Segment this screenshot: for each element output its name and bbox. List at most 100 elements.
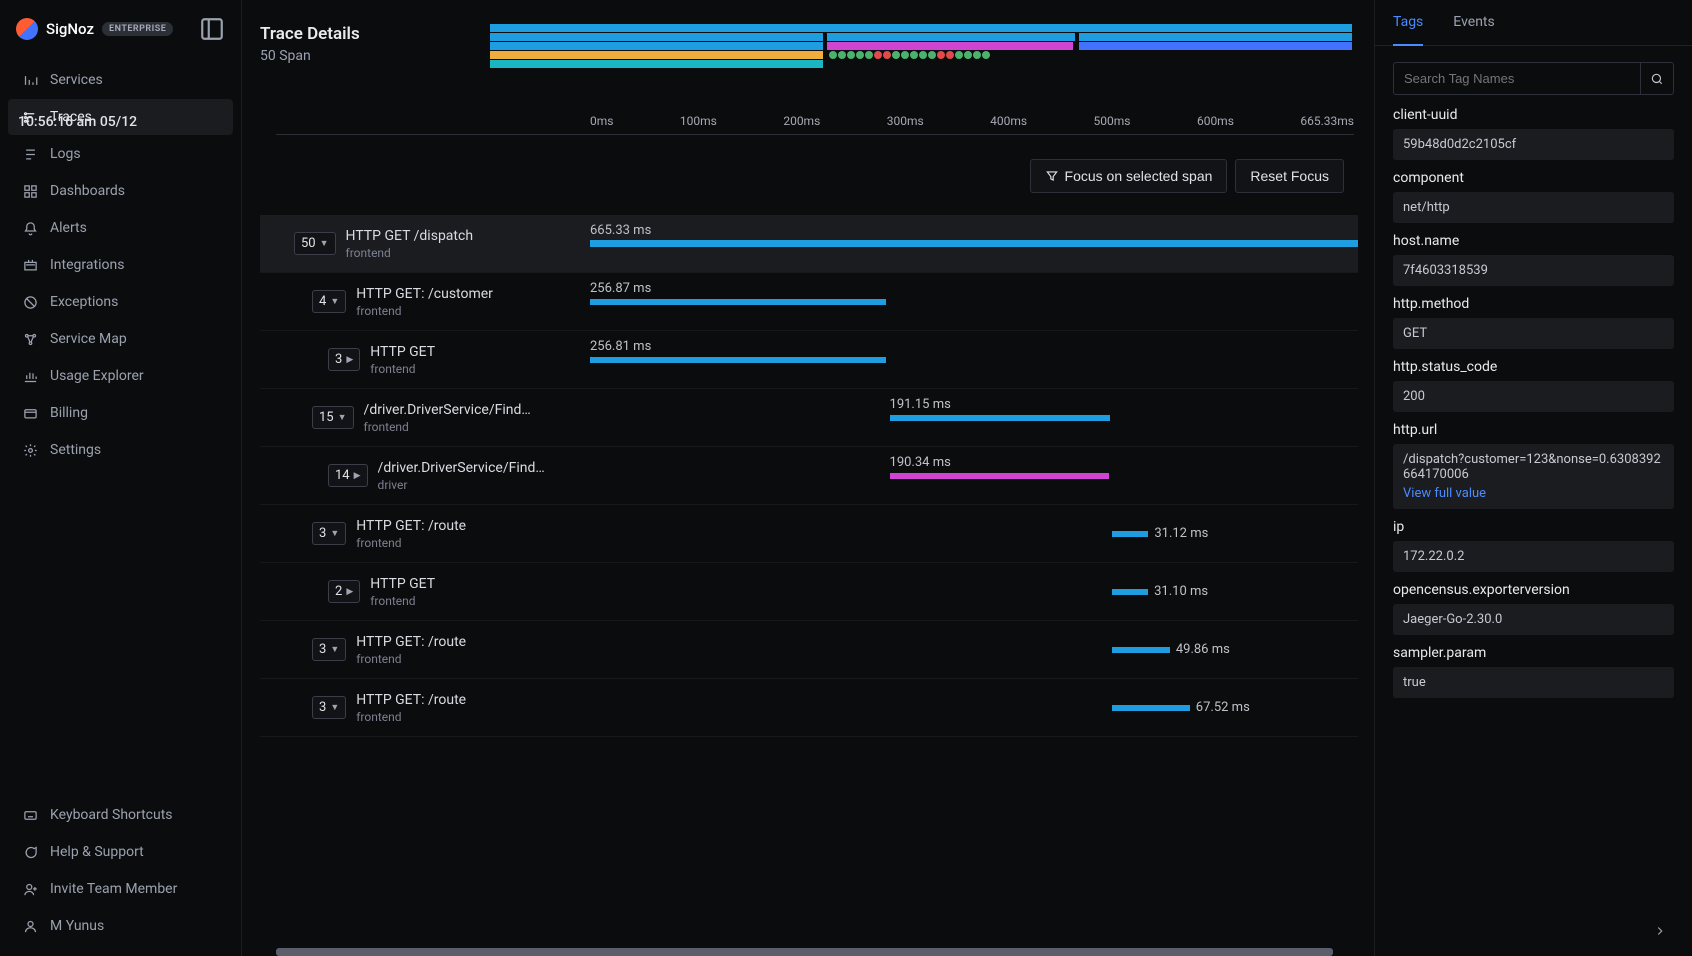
tag-value: true [1393,667,1674,698]
axis-tick: 100ms [680,114,717,128]
reset-focus-button[interactable]: Reset Focus [1235,159,1344,193]
span-row[interactable]: 50▼ HTTP GET /dispatchfrontend 665.33 ms [260,215,1358,273]
scrollbar-thumb[interactable] [276,948,1333,956]
trace-actions: Focus on selected span Reset Focus [260,159,1344,193]
user-icon [22,918,38,934]
child-count: 50 [301,236,316,251]
tag-value: Jaeger-Go-2.30.0 [1393,604,1674,635]
horizontal-scrollbar[interactable] [276,948,1344,956]
tag-key: http.method [1393,296,1674,312]
alerts-icon [22,220,38,236]
sidebar-item-help-support[interactable]: Help & Support [8,834,233,870]
sidebar-item-service-map[interactable]: Service Map [8,321,233,357]
sidebar: SigNoz ENTERPRISE Services Traces Logs D… [0,0,242,956]
span-tree[interactable]: + 50▼HTTP GET /dispatchfrontend665.33 ms… [260,215,1362,944]
user-plus-icon [22,881,38,897]
span-operation-name: HTTP GET: /customer [356,286,493,302]
child-count-toggle[interactable]: 4▼ [312,290,346,313]
child-count-toggle[interactable]: 3▼ [312,696,346,719]
sidebar-item-exceptions[interactable]: Exceptions [8,284,233,320]
tag-block: opencensus.exporterversionJaeger-Go-2.30… [1393,582,1674,635]
tag-search-button[interactable] [1640,62,1674,95]
span-bar-area: 665.33 ms [590,215,1358,272]
minimap-dot [892,51,900,59]
tags-list[interactable]: client-uuid59b48d0d2c2105cfcomponentnet/… [1375,103,1692,910]
child-count-toggle[interactable]: 50▼ [294,232,336,255]
minimap-dot [847,51,855,59]
span-row[interactable]: 3▼HTTP GET: /routefrontend31.12 ms [260,505,1358,563]
child-count-toggle[interactable]: 3▶ [328,348,360,371]
focus-selected-button[interactable]: Focus on selected span [1030,159,1228,193]
tag-search-row [1375,46,1692,103]
tag-block: componentnet/http [1393,170,1674,223]
integrations-icon [22,257,38,273]
sidebar-item-integrations[interactable]: Integrations [8,247,233,283]
dashboards-icon [22,183,38,199]
chat-icon [22,844,38,860]
child-count: 2 [335,584,342,599]
minimap-bar [490,24,1352,32]
tag-value: /dispatch?customer=123&nonse=0.630839266… [1393,444,1674,509]
span-bar-area: 256.81 ms [590,331,1358,388]
minimap-dot [856,51,864,59]
span-row[interactable]: 14▶/driver.DriverService/Find…driver190.… [260,447,1358,505]
span-bar-area: 191.15 ms [590,389,1358,446]
sidebar-item-billing[interactable]: Billing [8,395,233,431]
span-duration-bar [890,473,1110,479]
sidebar-item-dashboards[interactable]: Dashboards [8,173,233,209]
minimap-row [490,60,1352,68]
tag-key: sampler.param [1393,645,1674,661]
sidebar-item-logs[interactable]: Logs [8,136,233,172]
tab-tags[interactable]: Tags [1393,14,1423,36]
child-count-toggle[interactable]: 14▶ [328,464,368,487]
span-text: HTTP GET /dispatchfrontend [346,228,474,260]
sidebar-item-settings[interactable]: Settings [8,432,233,468]
span-operation-name: /driver.DriverService/Find… [378,460,545,476]
span-row-header: 50▼ HTTP GET /dispatchfrontend [260,228,590,260]
minimap-bar [490,33,823,41]
span-row[interactable]: 3▼HTTP GET: /routefrontend67.52 ms [260,679,1358,737]
span-text: HTTP GETfrontend [370,344,435,376]
span-bar-area: 67.52 ms [590,679,1358,736]
minimap-dots [829,51,990,59]
minimap-dot [955,51,963,59]
service-map-icon [22,331,38,347]
minimap-dot [973,51,981,59]
collapse-panel-button[interactable] [1646,918,1674,944]
sidebar-item-alerts[interactable]: Alerts [8,210,233,246]
exceptions-icon [22,294,38,310]
span-bar-area: 49.86 ms [590,621,1358,678]
tab-events[interactable]: Events [1453,14,1494,36]
sidebar-item-usage-explorer[interactable]: Usage Explorer [8,358,233,394]
child-count-toggle[interactable]: 3▼ [312,522,346,545]
axis-tick: 500ms [1094,114,1131,128]
minimap-dot [964,51,972,59]
sidebar-item-invite-member[interactable]: Invite Team Member [8,871,233,907]
view-full-value-link[interactable]: View full value [1403,486,1486,501]
child-count-toggle[interactable]: 3▼ [312,638,346,661]
tag-search-input[interactable] [1393,62,1640,95]
span-duration-bar [590,357,886,363]
child-count-toggle[interactable]: 2▶ [328,580,360,603]
span-service-name: frontend [346,246,474,260]
nav-label: Services [50,72,103,88]
nav-label: Exceptions [50,294,118,310]
span-row[interactable]: 2▶HTTP GETfrontend31.10 ms [260,563,1358,621]
span-duration-label: 67.52 ms [1196,700,1250,715]
tag-block: http.methodGET [1393,296,1674,349]
minimap-dot [865,51,873,59]
span-service-name: frontend [370,594,435,608]
span-row[interactable]: 3▼HTTP GET: /routefrontend49.86 ms [260,621,1358,679]
span-row[interactable]: 3▶ HTTP GETfrontend 256.81 ms [260,331,1358,389]
span-row[interactable]: 4▼HTTP GET: /customerfrontend256.87 ms [260,273,1358,331]
sidebar-item-current-user[interactable]: M Yunus [8,908,233,944]
trace-minimap[interactable] [490,24,1352,82]
sidebar-collapse-button[interactable] [199,16,225,42]
span-service-name: frontend [356,536,466,550]
brand-name: SigNoz [46,20,94,38]
details-tabs: Tags Events [1375,14,1692,46]
sidebar-item-keyboard-shortcuts[interactable]: Keyboard Shortcuts [8,797,233,833]
child-count-toggle[interactable]: 15▼ [312,406,354,429]
sidebar-item-services[interactable]: Services [8,62,233,98]
span-row[interactable]: 15▼/driver.DriverService/Find…frontend19… [260,389,1358,447]
